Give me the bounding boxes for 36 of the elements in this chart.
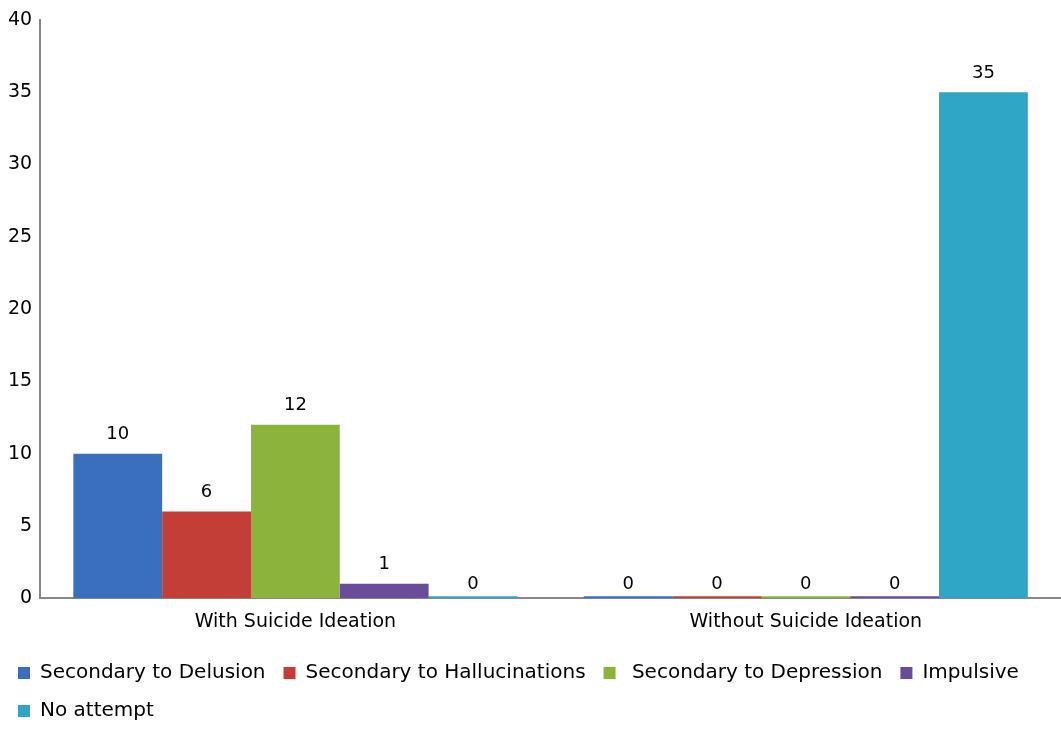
bar	[162, 511, 251, 599]
y-tick-label: 30	[7, 151, 33, 174]
data-label: 0	[711, 571, 723, 593]
y-tick-label: 10	[7, 440, 33, 463]
y-tick-label: 0	[20, 585, 33, 608]
y-tick-label: 20	[7, 296, 33, 319]
y-tick-label: 15	[7, 368, 33, 391]
bar	[583, 596, 673, 599]
bar	[850, 596, 940, 599]
data-label: 0	[622, 571, 634, 593]
y-tick-label: 35	[7, 79, 33, 102]
legend-label: Impulsive	[922, 659, 1019, 684]
bar	[672, 596, 762, 599]
y-tick-label: 25	[7, 223, 33, 246]
data-label: 0	[467, 571, 479, 593]
bar	[250, 424, 340, 599]
x-tick-label: Without Suicide Ideation	[689, 608, 923, 631]
data-label: 10	[106, 422, 130, 444]
bar	[428, 596, 518, 599]
data-label: 6	[200, 480, 213, 502]
data-label: 1	[378, 552, 390, 574]
data-label: 35	[971, 60, 995, 82]
bar	[339, 583, 429, 599]
y-tick-label: 40	[7, 6, 33, 29]
bar	[939, 92, 1028, 599]
bar	[73, 453, 163, 599]
data-label: 12	[283, 393, 307, 415]
data-label: 0	[888, 571, 901, 593]
legend-label: Secondary to Depression	[625, 659, 883, 684]
legend-label: No attempt	[40, 697, 154, 722]
y-tick-label: 5	[20, 512, 33, 535]
data-label: 0	[800, 571, 812, 593]
bar	[761, 596, 851, 599]
x-tick-label: With Suicide Ideation	[194, 608, 397, 631]
legend-label: Secondary to Delusion	[40, 659, 266, 684]
legend-label: Secondary to Hallucinations	[305, 659, 586, 684]
